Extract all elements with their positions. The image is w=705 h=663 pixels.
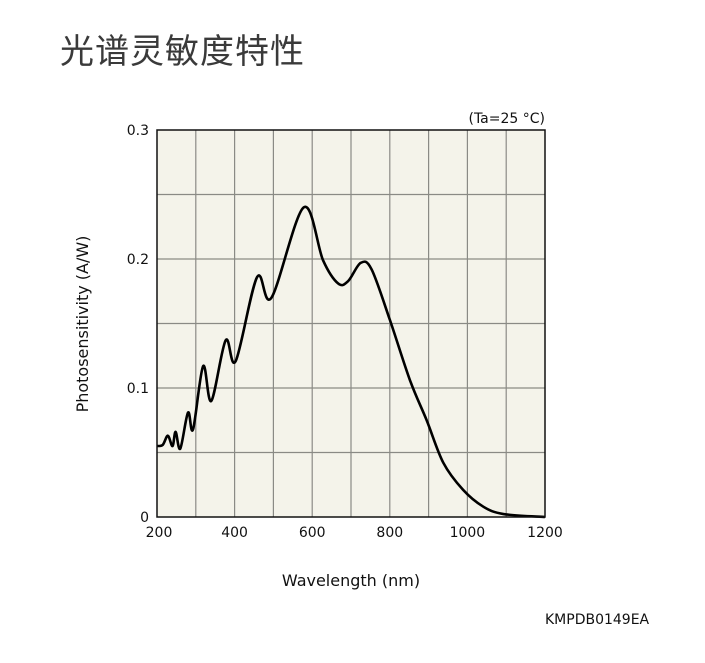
y-tick-label: 0.1 bbox=[127, 381, 149, 397]
x-tick-label: 1200 bbox=[527, 525, 563, 541]
y-axis-label: Photosensitivity (A/W) bbox=[73, 236, 92, 413]
x-tick-label: 1000 bbox=[450, 525, 486, 541]
x-tick-labels: 200 400 600 800 1000 1200 bbox=[146, 525, 563, 541]
x-tick-label: 200 bbox=[146, 525, 173, 541]
page-title: 光谱灵敏度特性 bbox=[60, 32, 305, 72]
x-tick-label: 800 bbox=[376, 525, 403, 541]
y-tick-label: 0.3 bbox=[127, 123, 149, 139]
figure-code: KMPDB0149EA bbox=[545, 612, 650, 628]
y-tick-label: 0 bbox=[140, 510, 149, 526]
plot-frame bbox=[156, 129, 546, 518]
x-tick-label: 600 bbox=[299, 525, 326, 541]
condition-annotation: (Ta=25 °C) bbox=[468, 111, 545, 127]
x-tick-label: 400 bbox=[221, 525, 248, 541]
y-tick-label: 0.2 bbox=[127, 252, 149, 268]
x-axis-label: Wavelength (nm) bbox=[282, 571, 420, 590]
series-line-photosensitivity bbox=[156, 205, 546, 519]
y-tick-labels: 0 0.1 0.2 0.3 bbox=[127, 123, 149, 526]
grid bbox=[157, 130, 545, 517]
